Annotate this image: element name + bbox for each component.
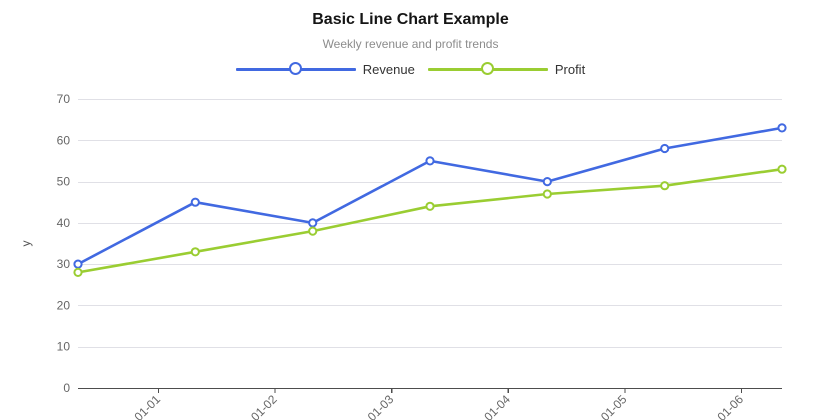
y-tick-label-20: 20 xyxy=(57,298,71,312)
data-point-profit-4[interactable] xyxy=(542,189,552,199)
y-tick-label-40: 40 xyxy=(57,216,71,230)
legend-item-profit[interactable]: Profit xyxy=(427,61,586,77)
legend-label-revenue: Revenue xyxy=(362,61,415,77)
data-point-profit-0[interactable] xyxy=(73,267,83,277)
x-tick-label-01-06: 01-06 xyxy=(715,392,747,420)
y-tick-label-10: 10 xyxy=(57,340,71,354)
y-tick-label-70: 70 xyxy=(57,92,71,106)
x-tick-label-01-02: 01-02 xyxy=(248,392,280,420)
y-tick-label-30: 30 xyxy=(57,257,71,271)
chart-subtitle: Weekly revenue and profit trends xyxy=(322,37,499,51)
x-tick-label-01-01: 01-01 xyxy=(132,392,164,420)
data-point-profit-5[interactable] xyxy=(660,181,670,191)
data-point-profit-6[interactable] xyxy=(777,164,787,174)
legend: Revenue Profit xyxy=(0,61,821,77)
series-line-profit xyxy=(76,167,784,274)
data-point-profit-2[interactable] xyxy=(308,226,318,236)
chart-title: Basic Line Chart Example xyxy=(312,11,509,28)
x-tick-label-01-04: 01-04 xyxy=(481,392,513,420)
y-tick-label-60: 60 xyxy=(57,133,71,147)
data-point-revenue-4[interactable] xyxy=(542,177,552,187)
data-point-revenue-1[interactable] xyxy=(190,197,200,207)
y-tick-label-50: 50 xyxy=(57,175,71,189)
y-tick-label-0: 0 xyxy=(63,381,70,395)
data-point-revenue-2[interactable] xyxy=(308,218,318,228)
legend-item-revenue[interactable]: Revenue xyxy=(235,61,415,77)
legend-label-profit: Profit xyxy=(554,61,586,77)
data-point-revenue-5[interactable] xyxy=(660,143,670,154)
data-point-revenue-0[interactable] xyxy=(73,259,83,269)
series-line-revenue xyxy=(76,126,784,266)
data-point-profit-1[interactable] xyxy=(190,247,200,257)
x-tick-label-01-03: 01-03 xyxy=(365,392,397,420)
data-point-revenue-6[interactable] xyxy=(777,123,787,133)
legend-line-marker-icon xyxy=(235,61,356,77)
data-point-profit-3[interactable] xyxy=(425,201,435,211)
y-axis-title: y xyxy=(19,241,33,247)
data-point-revenue-3[interactable] xyxy=(425,156,435,166)
legend-line-marker-icon xyxy=(427,61,548,77)
x-tick-label-01-05: 01-05 xyxy=(598,392,630,420)
